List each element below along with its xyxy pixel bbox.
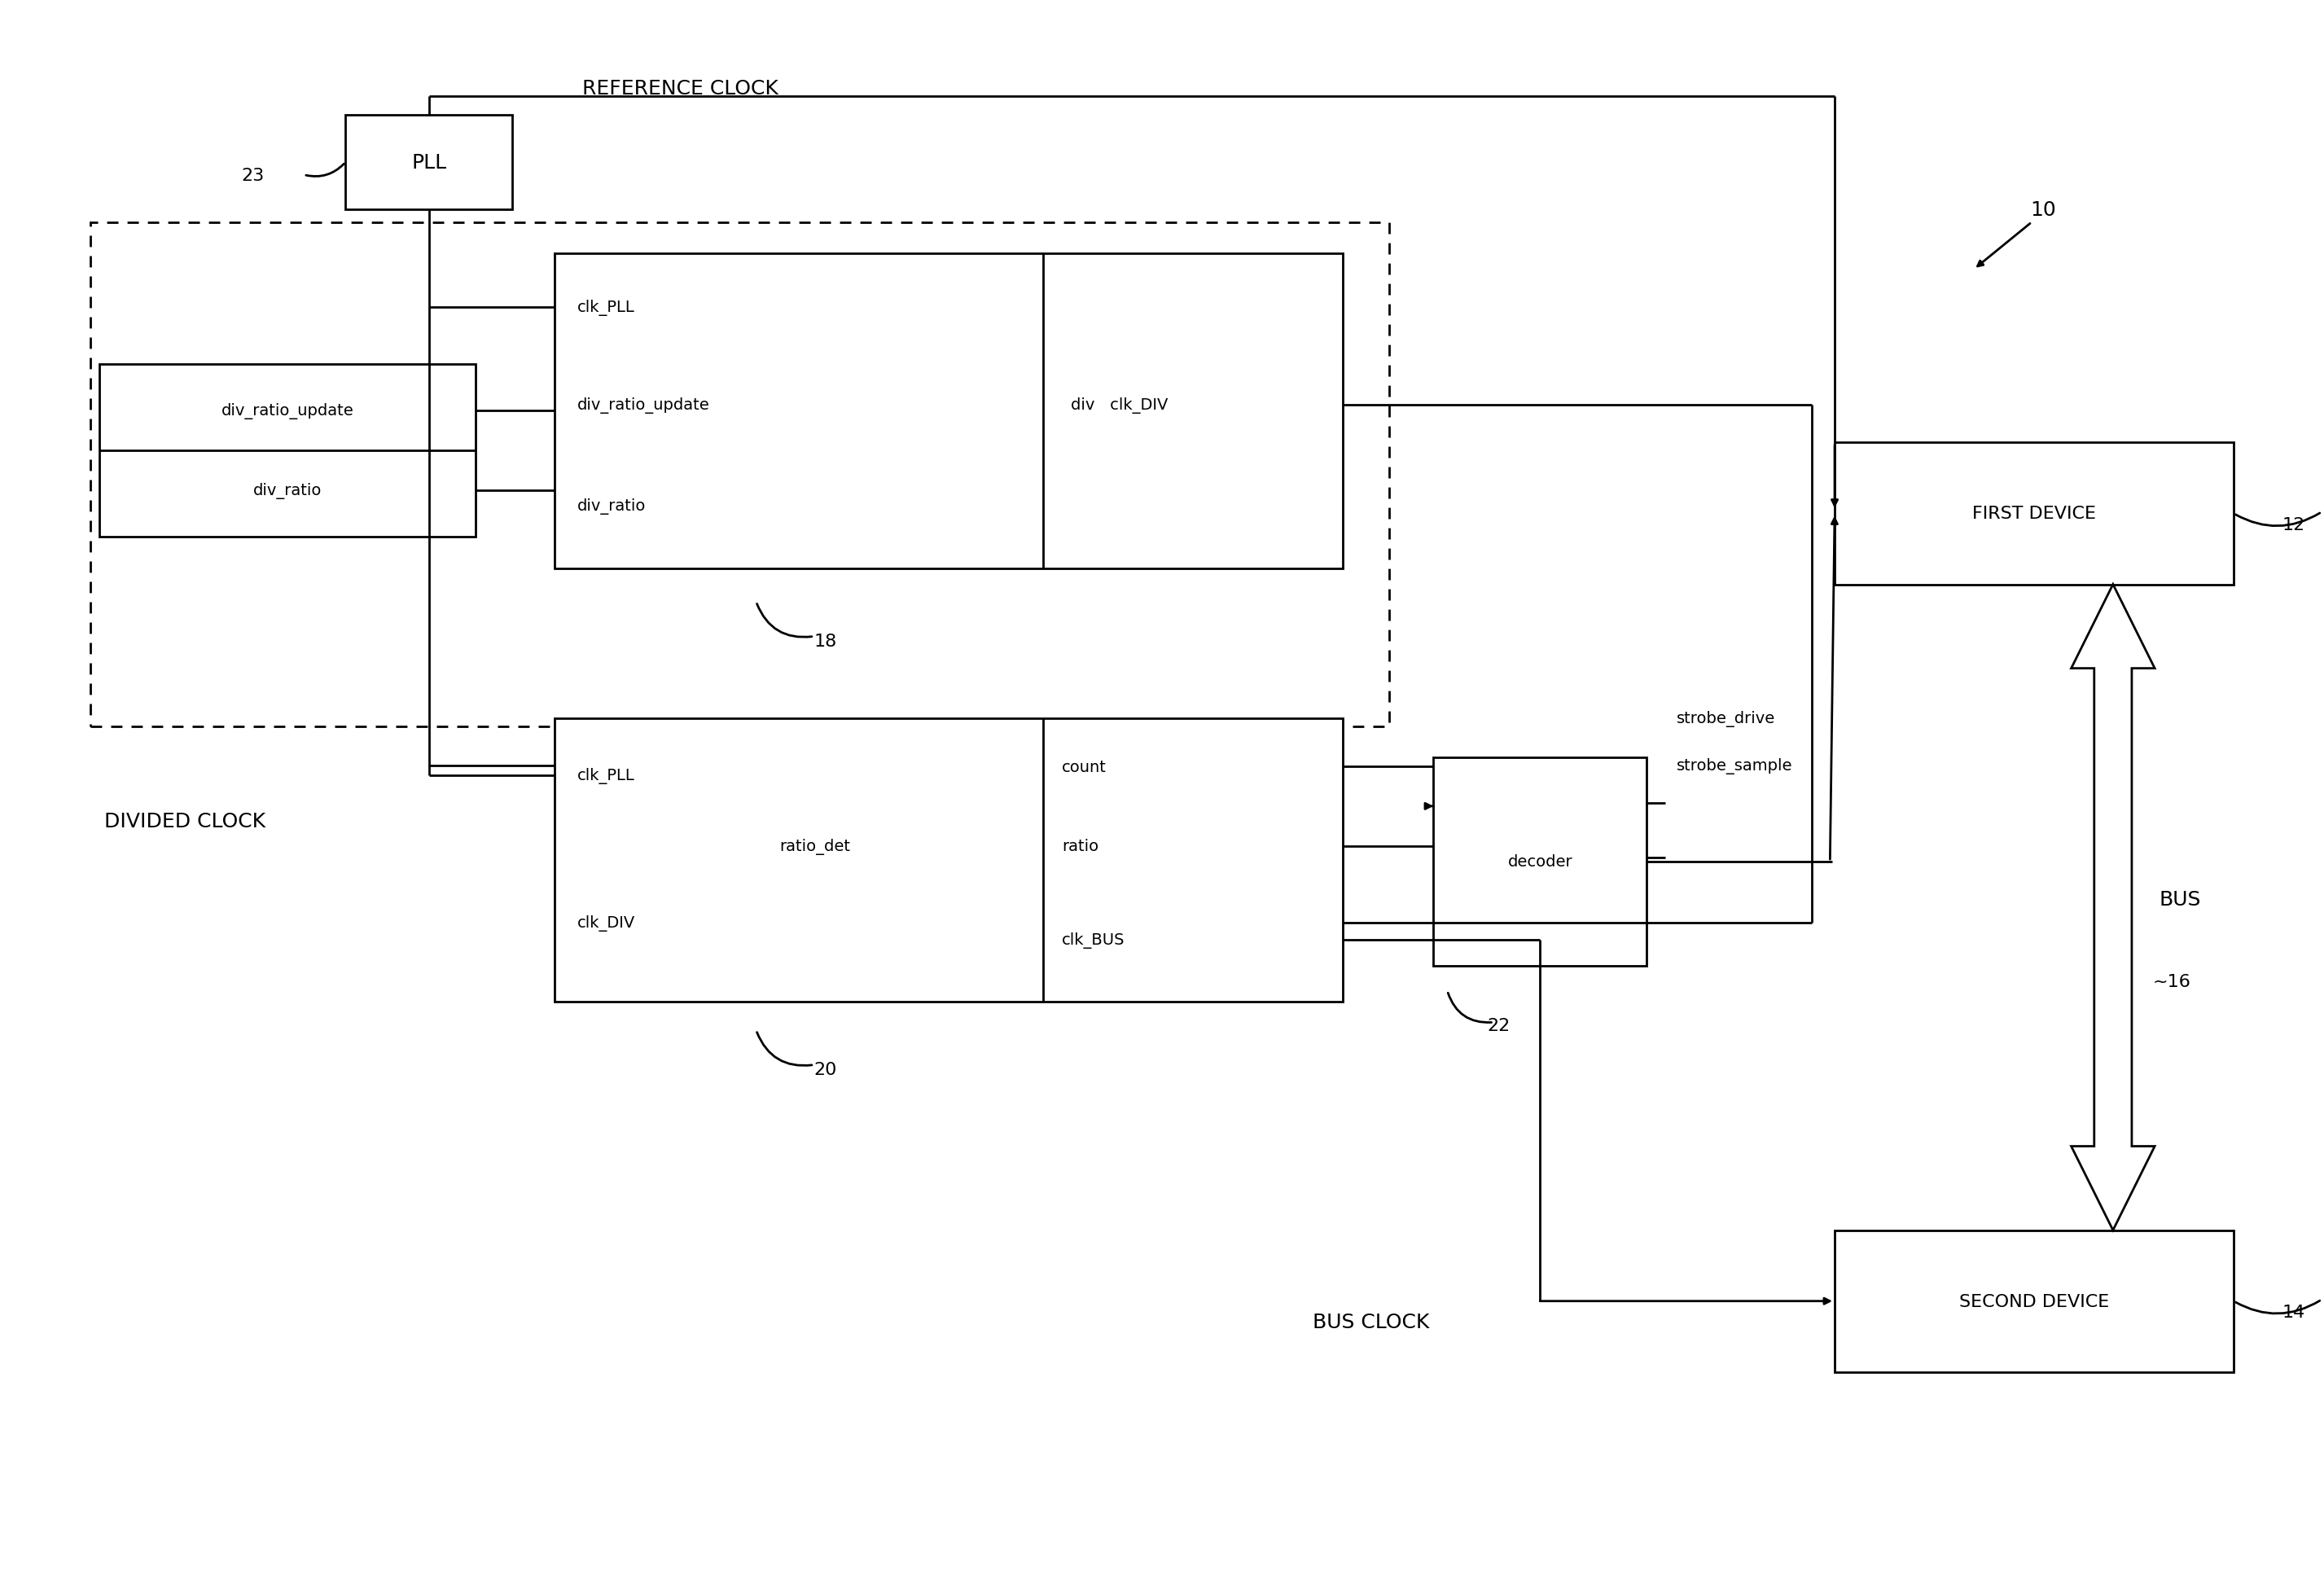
Text: SECOND DEVICE: SECOND DEVICE xyxy=(1959,1293,2110,1309)
Bar xyxy=(91,223,1390,726)
Text: 22: 22 xyxy=(1487,1017,1511,1034)
Text: strobe_drive: strobe_drive xyxy=(1678,711,1776,726)
Text: strobe_sample: strobe_sample xyxy=(1678,758,1792,774)
Text: 12: 12 xyxy=(2282,516,2305,534)
Text: count: count xyxy=(1062,759,1106,775)
Text: BUS: BUS xyxy=(2159,891,2201,910)
Bar xyxy=(555,718,1343,1003)
Text: div_ratio: div_ratio xyxy=(576,497,646,515)
Text: 23: 23 xyxy=(242,167,265,183)
Text: ratio_det: ratio_det xyxy=(779,838,851,854)
Text: div   clk_DIV: div clk_DIV xyxy=(1071,398,1169,414)
Text: FIRST DEVICE: FIRST DEVICE xyxy=(1973,505,2096,523)
Text: PLL: PLL xyxy=(411,153,446,172)
Text: ~16: ~16 xyxy=(2152,973,2192,990)
Text: 14: 14 xyxy=(2282,1304,2305,1320)
Text: div_ratio_update: div_ratio_update xyxy=(576,398,711,414)
Bar xyxy=(346,115,514,210)
Polygon shape xyxy=(2071,584,2154,1230)
Bar xyxy=(1834,444,2233,584)
Text: REFERENCE CLOCK: REFERENCE CLOCK xyxy=(581,79,779,98)
Bar xyxy=(555,254,1343,568)
Text: BUS CLOCK: BUS CLOCK xyxy=(1313,1312,1429,1331)
Text: clk_BUS: clk_BUS xyxy=(1062,932,1125,947)
Text: clk_PLL: clk_PLL xyxy=(576,767,634,783)
Text: DIVIDED CLOCK: DIVIDED CLOCK xyxy=(105,812,265,831)
Text: clk_DIV: clk_DIV xyxy=(576,914,634,932)
Text: clk_PLL: clk_PLL xyxy=(576,300,634,316)
Text: 18: 18 xyxy=(813,633,837,649)
Bar xyxy=(1434,758,1648,966)
Text: ratio: ratio xyxy=(1062,838,1099,854)
Text: div_ratio: div_ratio xyxy=(253,483,323,499)
Text: 20: 20 xyxy=(813,1061,837,1078)
Bar xyxy=(1834,1230,2233,1372)
Text: decoder: decoder xyxy=(1508,854,1573,870)
Text: 10: 10 xyxy=(2031,201,2057,219)
Bar xyxy=(100,365,476,537)
Text: div_ratio_update: div_ratio_update xyxy=(221,403,353,420)
